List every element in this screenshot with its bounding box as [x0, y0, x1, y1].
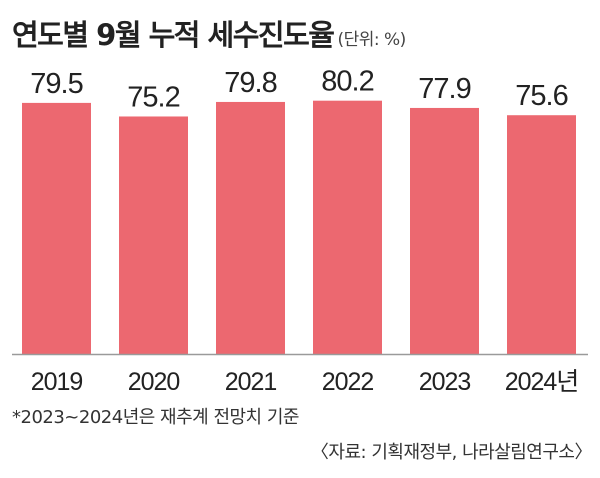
category-label-2023: 2023 — [419, 368, 471, 396]
data-label-2019: 79.5 — [30, 68, 82, 100]
category-label-2020: 2020 — [128, 368, 180, 396]
unit-label: (단위: %) — [337, 30, 406, 50]
bar-2019 — [22, 102, 91, 355]
data-label-2021: 79.8 — [224, 67, 276, 99]
chart-title: 연도별 9월 누적 세수진도율 — [12, 18, 335, 52]
data-label-2023: 77.9 — [418, 73, 470, 105]
category-label-2019: 2019 — [31, 368, 83, 396]
data-label-2020: 75.2 — [127, 81, 179, 113]
source-label: 〈자료: 기획재정부, 나라살림연구소〉 — [310, 442, 593, 463]
footnote: *2023~2024년은 재추계 전망치 기준 — [12, 407, 299, 428]
category-label-2021: 2021 — [225, 368, 277, 396]
title-row: 연도별 9월 누적 세수진도율 (단위: %) — [12, 12, 406, 54]
bar-2022 — [313, 100, 382, 354]
data-label-2022: 80.2 — [321, 66, 373, 98]
bar-2021 — [216, 101, 285, 354]
bar-chart: 79.5 2019 75.2 2020 79.8 2021 80.2 2022 77.9 2023… — [12, 66, 588, 396]
bar-2020 — [119, 116, 188, 354]
category-label-2024년: 2024년 — [505, 368, 579, 396]
category-label-2022: 2022 — [322, 368, 374, 396]
bar-2023 — [410, 107, 479, 354]
bar-2024년 — [507, 115, 576, 355]
data-label-2024년: 75.6 — [515, 80, 567, 112]
